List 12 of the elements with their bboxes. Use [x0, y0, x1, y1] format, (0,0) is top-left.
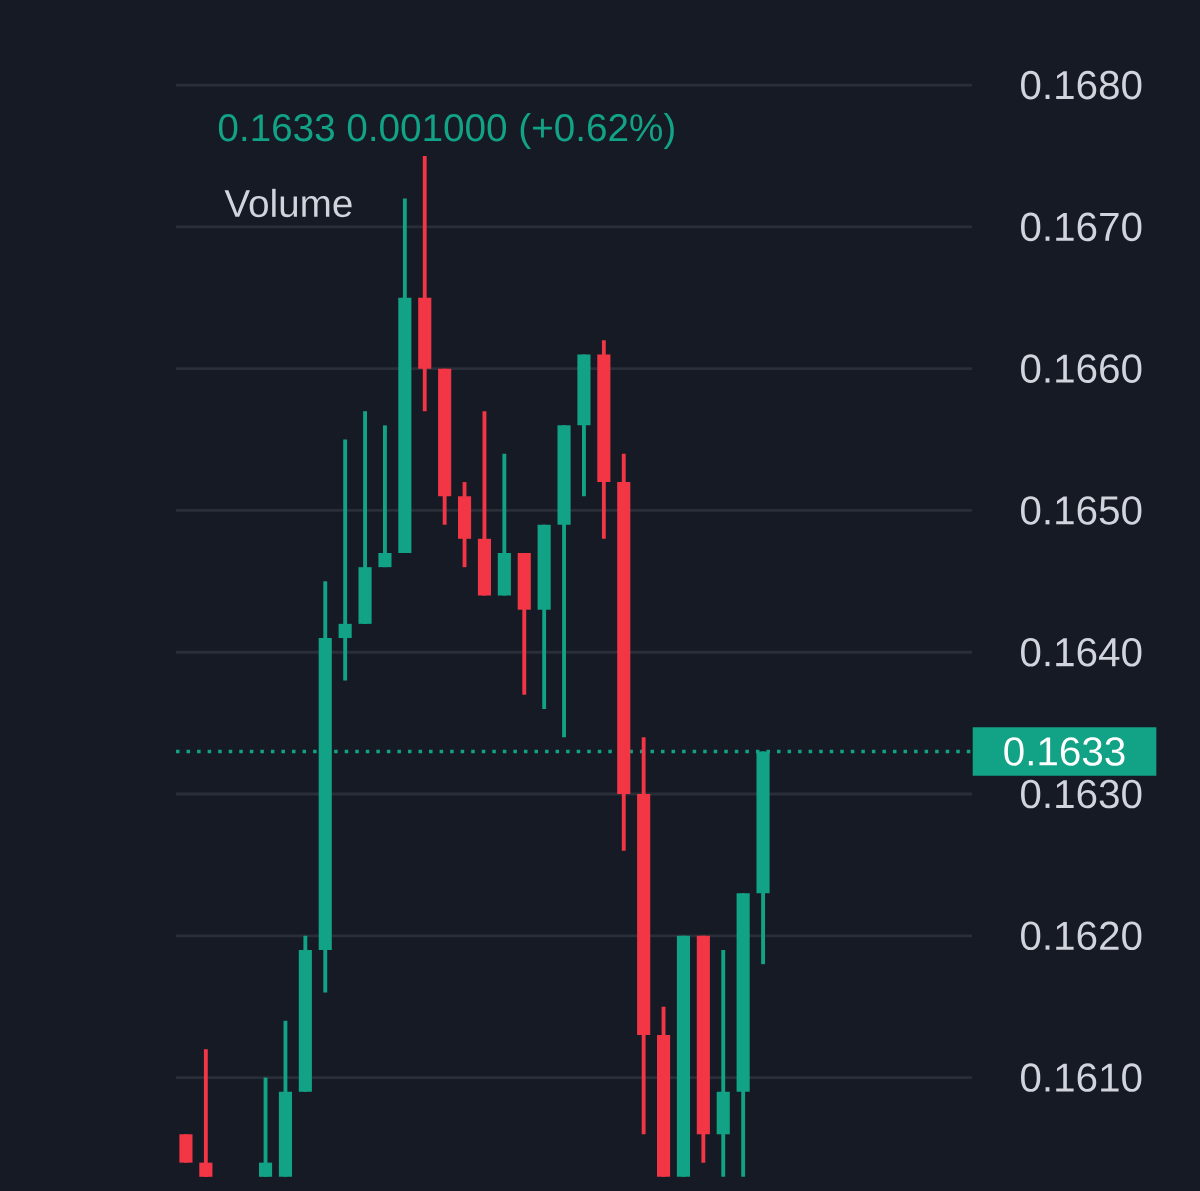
y-tick-label: 0.1630 — [1021, 779, 1142, 809]
y-tick-label: 0.1620 — [1021, 921, 1142, 951]
text: 0.1633 0.001000 (+0.62%) — [218, 113, 674, 149]
ref-line-label: 0.1633 — [1004, 737, 1125, 766]
candlestick — [179, 1134, 193, 1163]
y-tick-label: 0.1670 — [1021, 212, 1142, 242]
y-tick-label: 0.1660 — [1021, 354, 1142, 383]
y-tick-label: 0.1680 — [1021, 70, 1142, 100]
annotation: Volume — [224, 188, 352, 218]
y-tick-label: 0.1610 — [1021, 1063, 1142, 1092]
y-tick-label: 0.1640 — [1021, 637, 1142, 667]
y-tick-label: 0.1650 — [1021, 496, 1142, 525]
